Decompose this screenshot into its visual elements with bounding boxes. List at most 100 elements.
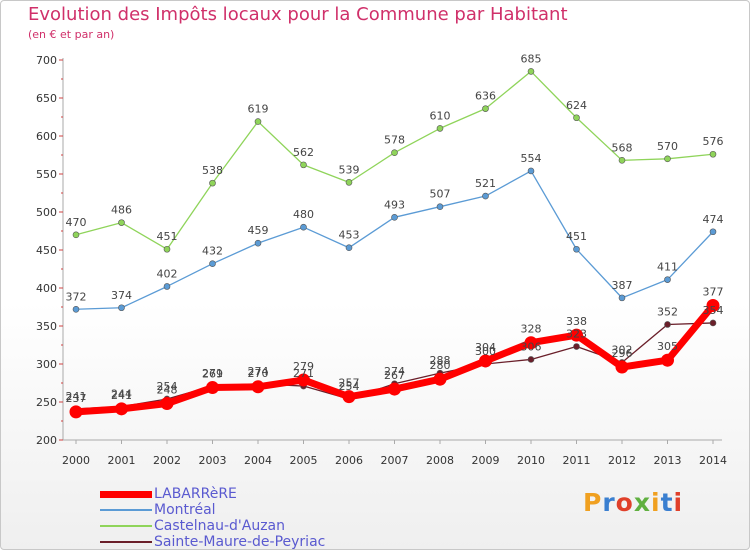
data-label: 269: [202, 368, 223, 381]
data-label: 328: [521, 323, 542, 336]
chart-title: Evolution des Impôts locaux pour la Comm…: [28, 4, 568, 25]
data-point: [664, 276, 671, 283]
data-point: [118, 219, 125, 226]
data-point: [342, 390, 356, 404]
data-label: 372: [66, 290, 87, 303]
data-label: 493: [384, 198, 405, 211]
data-label: 507: [430, 188, 451, 201]
legend-swatch: [100, 509, 152, 511]
data-label: 387: [612, 279, 633, 292]
data-label: 538: [202, 164, 223, 177]
data-label: 267: [384, 369, 405, 382]
x-tick-label: 2007: [381, 454, 409, 467]
data-point: [618, 294, 626, 302]
x-tick-label: 2000: [62, 454, 90, 467]
data-label: 451: [566, 230, 587, 243]
data-label: 352: [657, 305, 678, 318]
data-label: 241: [111, 389, 132, 402]
x-tick-label: 2005: [290, 454, 318, 467]
data-point: [118, 304, 125, 312]
data-label: 451: [157, 230, 178, 243]
data-point: [433, 372, 447, 386]
data-point: [436, 125, 444, 132]
x-tick-label: 2002: [153, 454, 181, 467]
data-point: [391, 214, 398, 221]
data-point: [115, 402, 128, 416]
y-tick-label: 300: [36, 358, 57, 371]
data-label: 374: [111, 289, 132, 302]
x-tick-label: 2001: [108, 454, 136, 467]
series-line-2: [75, 70, 714, 250]
data-label: 323: [566, 328, 587, 341]
data-label: 411: [657, 261, 678, 274]
data-point: [254, 239, 262, 247]
data-label: 296: [612, 347, 633, 360]
data-point: [573, 343, 580, 350]
data-label: 562: [293, 146, 314, 159]
y-tick-label: 650: [36, 92, 57, 105]
data-point: [163, 283, 171, 290]
legend-label: Castelnau-d'Auzan: [154, 518, 286, 534]
data-label: 459: [248, 224, 269, 237]
data-point: [391, 149, 398, 157]
data-label: 354: [703, 304, 724, 317]
data-point: [527, 68, 535, 75]
data-point: [436, 203, 444, 210]
legend-label: LABARRèRE: [154, 486, 237, 502]
data-point: [524, 336, 538, 350]
data-label: 305: [657, 340, 678, 353]
data-label: 610: [430, 109, 451, 122]
data-label: 241: [66, 390, 87, 403]
data-point: [482, 192, 489, 200]
data-point: [388, 382, 401, 396]
data-label: 271: [202, 367, 223, 380]
legend-swatch: [100, 541, 152, 543]
data-label: 254: [157, 380, 178, 393]
data-label: 377: [703, 285, 724, 298]
data-point: [345, 179, 353, 186]
data-label: 470: [66, 216, 87, 229]
data-label: 280: [430, 359, 451, 372]
data-point: [254, 118, 262, 125]
data-point: [618, 157, 626, 164]
y-tick-label: 600: [36, 130, 57, 143]
data-point: [300, 223, 307, 231]
data-point: [706, 298, 720, 312]
data-label: 304: [475, 341, 496, 354]
data-label: 271: [293, 367, 314, 380]
data-label: 578: [384, 134, 405, 147]
data-point: [573, 114, 580, 122]
data-label: 279: [293, 360, 314, 373]
x-tick-label: 2011: [563, 454, 591, 467]
data-label: 274: [384, 365, 405, 378]
x-tick-label: 2009: [472, 454, 500, 467]
data-label: 685: [521, 52, 542, 65]
data-label: 570: [657, 140, 678, 153]
x-tick-label: 2014: [699, 454, 727, 467]
data-label: 486: [111, 204, 132, 217]
legend-label: Sainte-Maure-de-Peyriac: [154, 534, 326, 550]
data-point: [72, 231, 80, 239]
y-tick-label: 450: [36, 244, 57, 257]
data-label: 619: [248, 103, 269, 116]
data-label: 274: [248, 365, 269, 378]
proxiti-logo: Proxiti: [583, 488, 684, 517]
data-point: [206, 381, 219, 395]
data-label: 306: [521, 340, 542, 353]
legend-swatch: [100, 490, 152, 498]
data-point: [661, 353, 674, 367]
data-point: [209, 179, 216, 187]
data-point: [664, 321, 671, 328]
y-tick-label: 250: [36, 396, 57, 409]
data-point: [297, 373, 310, 387]
data-point: [251, 380, 265, 394]
legend-swatch: [100, 525, 152, 527]
data-label: 248: [157, 384, 178, 397]
x-tick-label: 2006: [335, 454, 363, 467]
data-point: [664, 155, 671, 163]
data-label: 539: [339, 163, 360, 176]
data-label: 554: [521, 152, 542, 165]
data-point: [300, 161, 307, 169]
y-tick-label: 700: [36, 54, 57, 67]
